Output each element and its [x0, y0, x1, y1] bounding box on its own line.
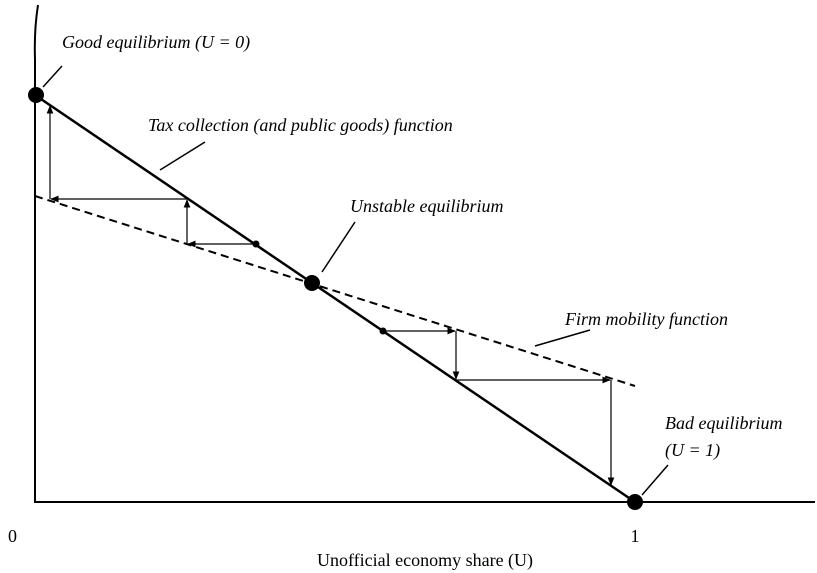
- cobweb-left: [46, 105, 256, 248]
- one-label: 1: [631, 526, 640, 546]
- bad-sub-label: (U = 1): [665, 440, 720, 461]
- unstable-equilibrium-dot: [304, 275, 320, 291]
- good-equilibrium-dot: [28, 87, 44, 103]
- bad-label: Bad equilibrium: [665, 413, 783, 433]
- origin-label: 0: [8, 526, 17, 546]
- unstable-label: Unstable equilibrium: [350, 196, 504, 216]
- x-axis-label: Unofficial economy share (U): [317, 550, 533, 571]
- firm-label: Firm mobility function: [564, 309, 728, 329]
- pointers: [42, 65, 669, 496]
- tax-function-line: [34, 93, 636, 504]
- cobweb-right: [383, 327, 615, 486]
- start-dot: [252, 240, 260, 248]
- tax-label: Tax collection (and public goods) functi…: [148, 115, 453, 136]
- firm-mobility-line: [34, 195, 636, 387]
- bad-equilibrium-dot: [627, 494, 643, 510]
- start-dot: [379, 327, 387, 335]
- axes: [33, 4, 815, 503]
- good-label: Good equilibrium (U = 0): [62, 32, 250, 53]
